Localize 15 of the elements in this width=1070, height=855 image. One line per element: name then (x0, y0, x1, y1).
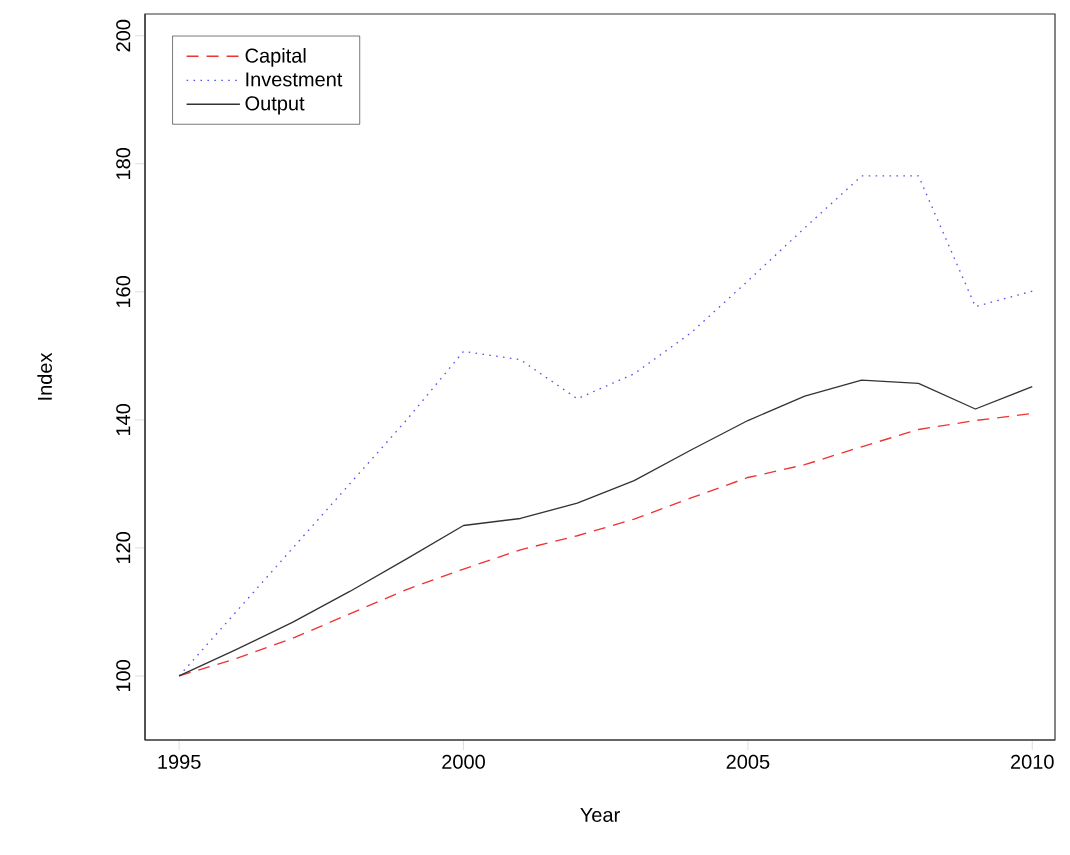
x-axis-title: Year (580, 808, 620, 822)
y-tick-label: 200 (116, 19, 131, 52)
x-tick-label: 2010 (1011, 754, 1054, 769)
x-tick-label: 1995 (158, 754, 201, 769)
x-tick-label: 2005 (726, 754, 770, 769)
y-tick-label: 160 (116, 275, 131, 307)
y-tick-label: 180 (116, 147, 131, 179)
y-tick-label: 100 (116, 660, 131, 692)
y-tick-label: 120 (116, 532, 131, 564)
x-tick-label: 2000 (442, 754, 485, 769)
y-axis-title: Index (37, 352, 52, 400)
legend-label: Capital (245, 48, 306, 67)
legend-label: Output (245, 96, 305, 115)
legend-label: Investment (246, 72, 343, 87)
y-tick-label: 140 (116, 403, 131, 436)
